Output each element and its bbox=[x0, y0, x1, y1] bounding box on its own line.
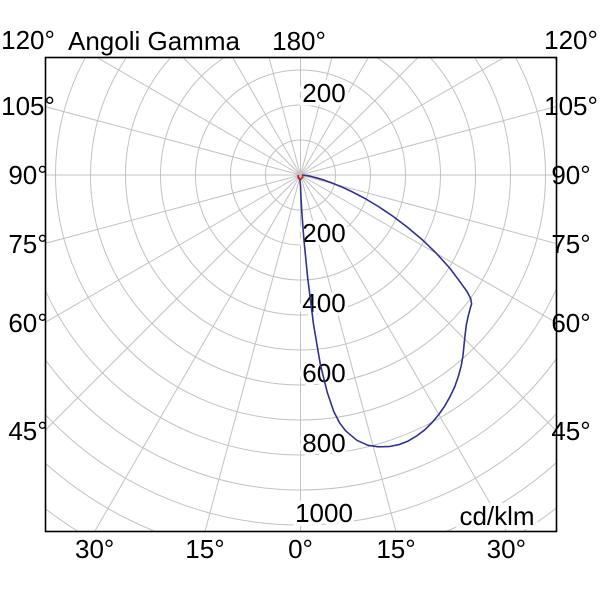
gamma-label-bottom-15: 15° bbox=[376, 534, 416, 564]
gamma-label-bottom--15: 15° bbox=[185, 534, 225, 564]
grid-ray bbox=[45, 174, 301, 244]
grid-ray bbox=[204, 174, 301, 532]
angle-label-right-105: 105° bbox=[544, 91, 598, 122]
grid-ray bbox=[300, 57, 333, 176]
angle-label-left-75: 75° bbox=[8, 228, 48, 259]
top-angle-label: 180° bbox=[272, 26, 326, 56]
grid-ray bbox=[95, 57, 301, 176]
gamma-label-bottom--30: 30° bbox=[75, 534, 115, 564]
grid-ray bbox=[94, 174, 301, 532]
grid-ray bbox=[300, 105, 557, 176]
grid-ray bbox=[300, 57, 419, 176]
gamma-label-bottom-30: 30° bbox=[486, 534, 526, 564]
grid-ray bbox=[300, 57, 369, 176]
grid-ray bbox=[45, 174, 301, 431]
grid-ray bbox=[300, 174, 397, 532]
gamma-label-bottom-0: 0° bbox=[288, 534, 313, 564]
grid-ray bbox=[45, 174, 301, 323]
grid-ray bbox=[232, 57, 301, 176]
grid-ray bbox=[300, 174, 557, 432]
angle-label-left-105: 105° bbox=[1, 91, 55, 122]
radial-tick-label: 200 bbox=[302, 78, 345, 108]
grid-ray bbox=[182, 57, 301, 176]
angle-label-right-120: 120° bbox=[544, 25, 598, 55]
grid-ray bbox=[45, 106, 301, 176]
radial-tick-label: 200 bbox=[302, 218, 345, 248]
angle-label-right-60: 60° bbox=[551, 307, 591, 338]
angle-label-left-120: 120° bbox=[1, 25, 55, 55]
intensity-curve-c90-c270 bbox=[297, 174, 304, 181]
angle-label-left-60: 60° bbox=[8, 307, 48, 338]
angle-label-left-90: 90° bbox=[8, 160, 48, 190]
radial-tick-label: 800 bbox=[302, 428, 345, 458]
plot-frame bbox=[44, 56, 558, 533]
angle-label-right-45: 45° bbox=[551, 416, 591, 446]
angle-label-right-75: 75° bbox=[551, 228, 591, 259]
radial-tick-label: 1000 bbox=[295, 498, 353, 528]
angle-label-right-90: 90° bbox=[551, 160, 591, 190]
angle-label-left-45: 45° bbox=[8, 416, 48, 446]
intensity-curve-c0-c180 bbox=[297, 174, 473, 448]
chart-title: Angoli Gamma bbox=[68, 26, 240, 56]
unit-label: cd/klm bbox=[456, 503, 538, 529]
grid-ray bbox=[300, 174, 557, 324]
radial-tick-label: 600 bbox=[302, 358, 345, 388]
grid-ray bbox=[300, 57, 506, 176]
grid-ray bbox=[300, 174, 557, 245]
grid-ray bbox=[268, 57, 301, 176]
